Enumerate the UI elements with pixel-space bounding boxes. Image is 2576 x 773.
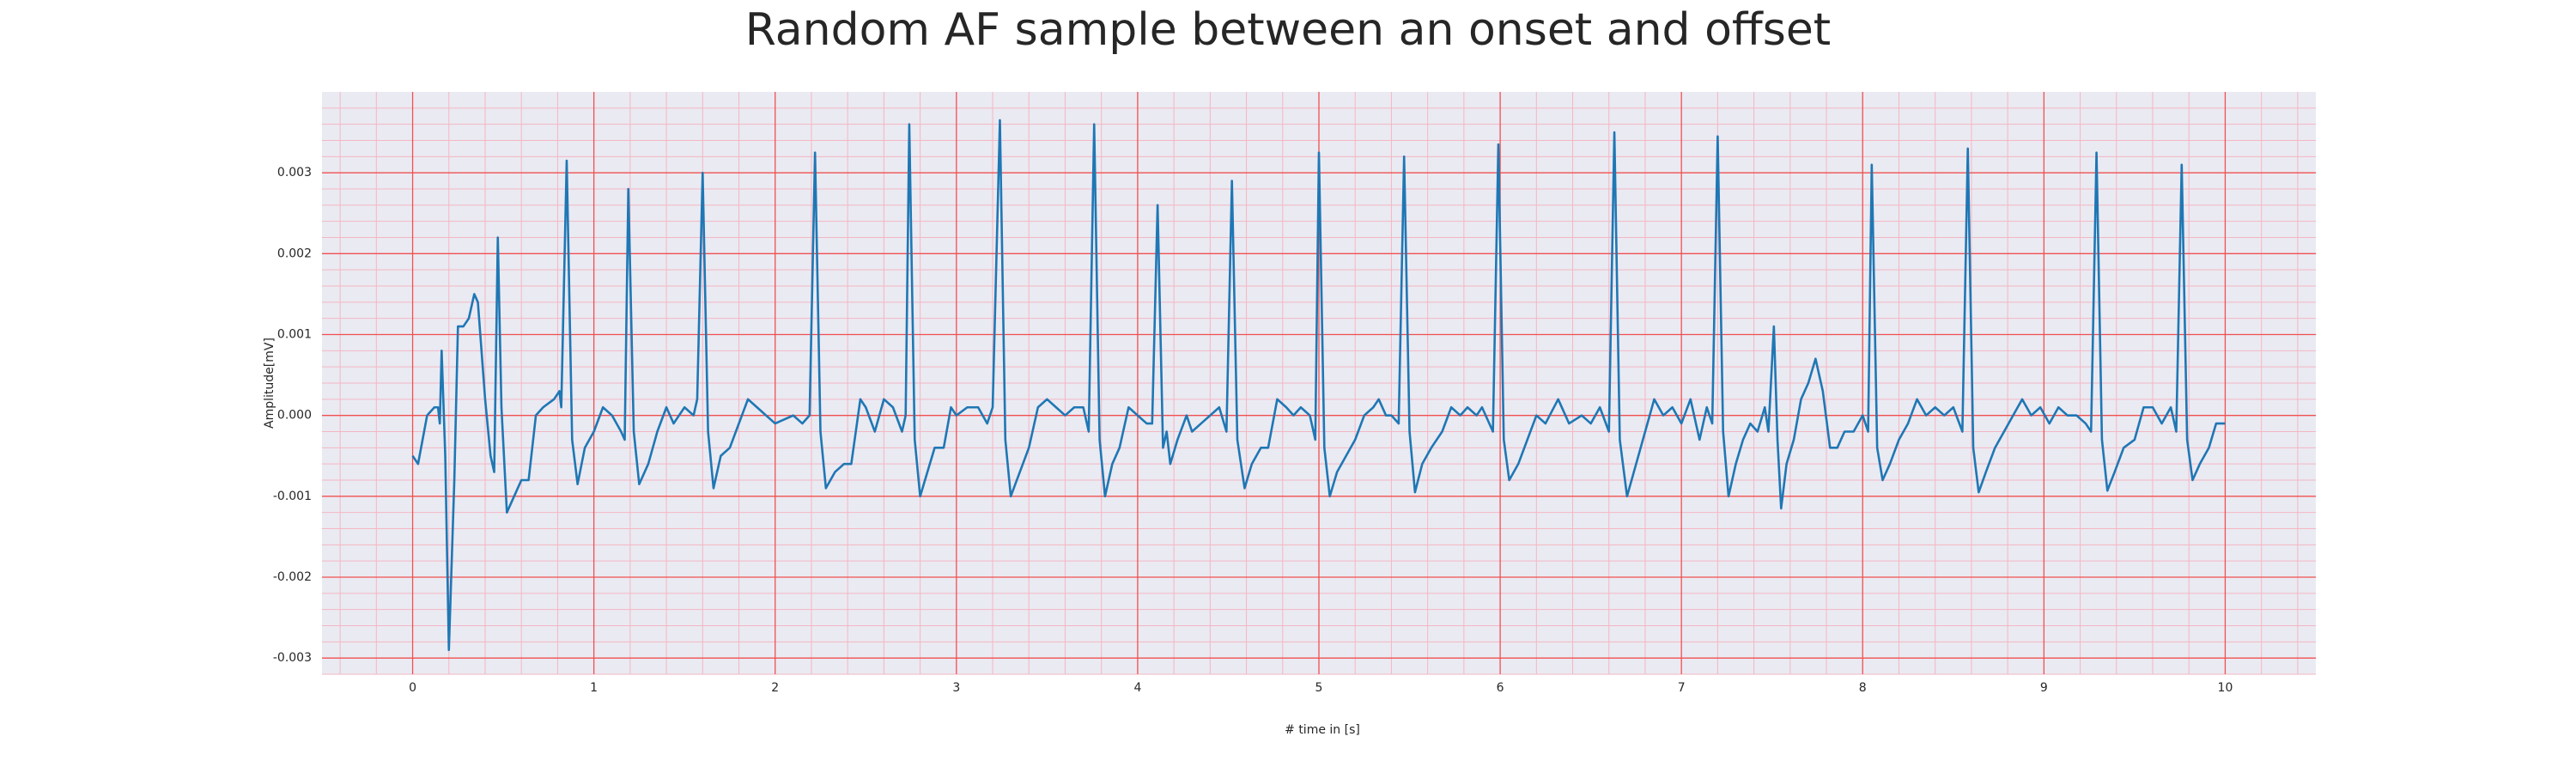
x-tick-label: 7: [1678, 681, 1686, 695]
x-tick-label: 2: [771, 681, 779, 695]
chart-title: Random AF sample between an onset and of…: [745, 4, 1831, 56]
x-tick-label: 0: [409, 681, 416, 695]
y-tick-label: 0.002: [277, 247, 312, 260]
y-tick-label: 0.000: [277, 409, 312, 423]
y-tick-label: -0.003: [273, 651, 312, 665]
y-tick-label: -0.002: [273, 570, 312, 584]
y-axis-label: Amplitude[mV]: [263, 338, 276, 429]
x-tick-label: 9: [2040, 681, 2048, 695]
x-tick-label: 5: [1315, 681, 1323, 695]
y-tick-label: -0.001: [273, 490, 312, 503]
x-tick-label: 1: [590, 681, 598, 695]
x-tick-label: 10: [2218, 681, 2233, 695]
x-axis-label: # time in [s]: [1285, 723, 1360, 737]
y-tick-label: 0.003: [277, 166, 312, 180]
ecg-line: [411, 119, 2226, 652]
x-tick-label: 8: [1859, 681, 1867, 695]
x-tick-label: 4: [1133, 681, 1141, 695]
y-tick-label: 0.001: [277, 328, 312, 342]
x-tick-label: 3: [952, 681, 960, 695]
x-tick-label: 6: [1497, 681, 1504, 695]
